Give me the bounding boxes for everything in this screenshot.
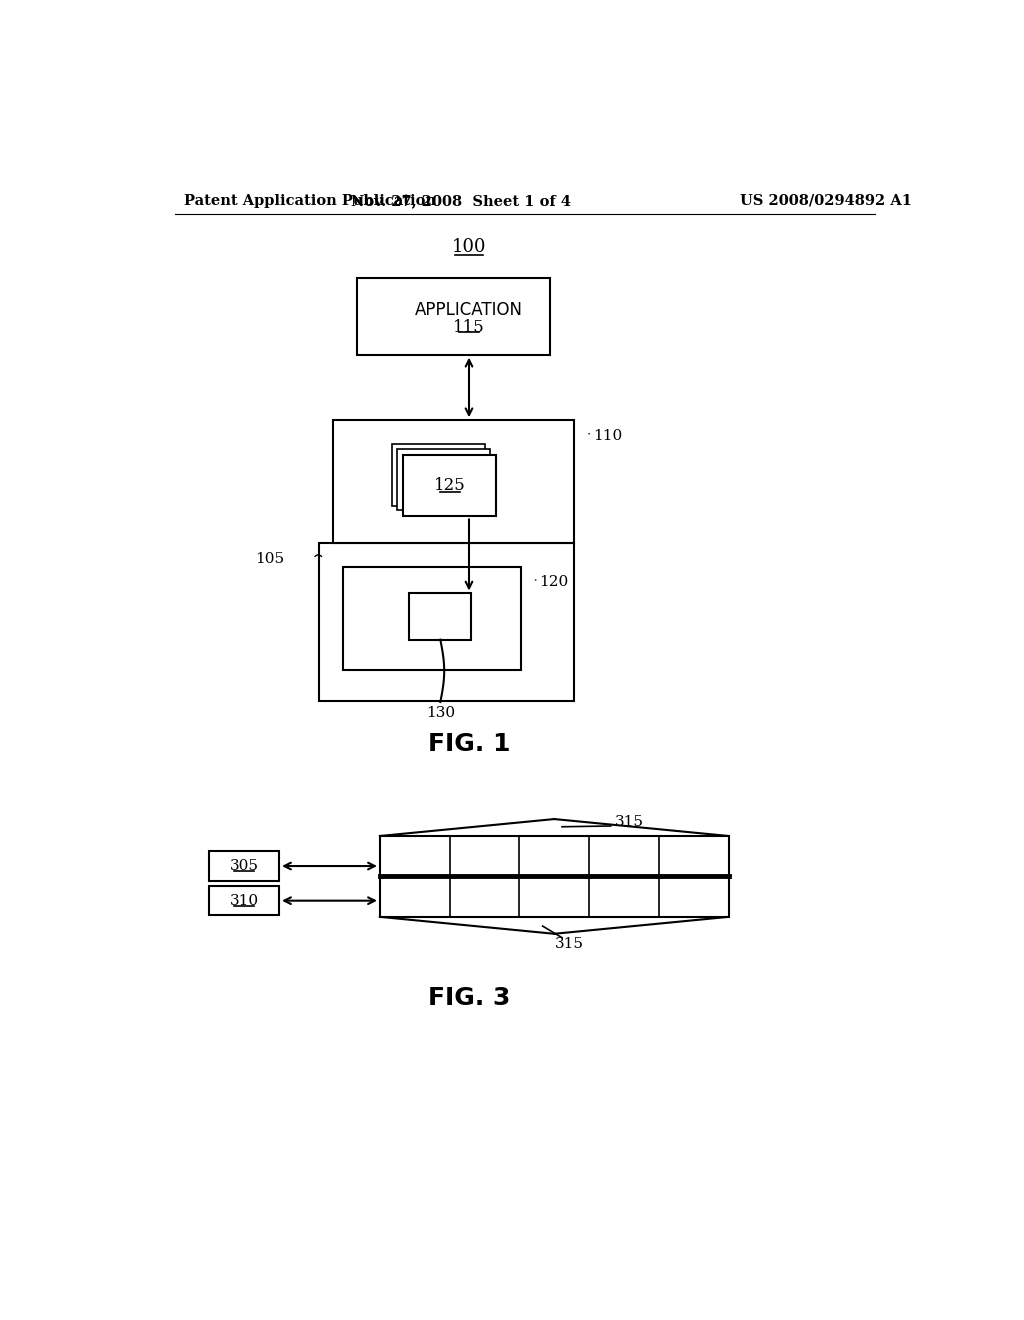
Text: Patent Application Publication: Patent Application Publication [183,194,436,207]
Text: 110: 110 [593,429,623,442]
Text: 315: 315 [614,816,644,829]
Bar [410,594,471,640]
Text: 100: 100 [452,238,486,256]
Bar [319,544,573,701]
Text: 105: 105 [255,552,285,566]
Bar [397,449,489,511]
Text: 130: 130 [426,706,455,719]
Text: Nov. 27, 2008  Sheet 1 of 4: Nov. 27, 2008 Sheet 1 of 4 [351,194,571,207]
Bar [356,277,550,355]
Text: FIG. 1: FIG. 1 [428,731,510,755]
Text: US 2008/0294892 A1: US 2008/0294892 A1 [740,194,912,207]
Text: 315: 315 [555,937,585,950]
Text: APPLICATION: APPLICATION [415,301,523,319]
Text: 115: 115 [454,318,485,335]
Bar [392,444,485,506]
Bar [380,876,729,917]
Bar [403,455,496,516]
Text: 310: 310 [229,894,259,908]
Text: 120: 120 [540,576,568,589]
Text: 305: 305 [229,859,259,873]
Bar [380,836,729,876]
Bar [334,420,573,544]
Bar [209,886,280,915]
Text: 125: 125 [434,477,466,494]
Bar [209,851,280,880]
Bar [343,566,521,671]
Text: FIG. 3: FIG. 3 [428,986,510,1010]
